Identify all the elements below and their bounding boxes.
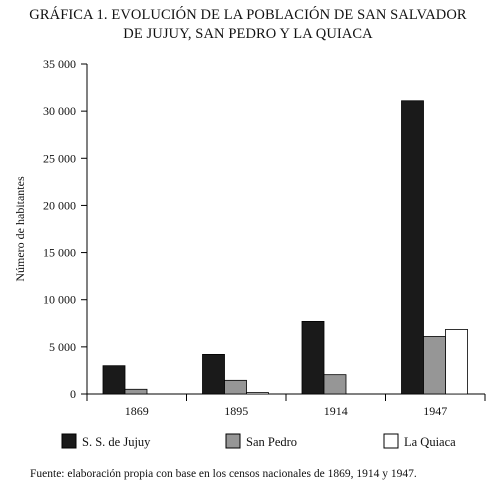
legend-swatch-1 xyxy=(61,433,77,449)
source-note: Fuente: elaboración propia con base en l… xyxy=(30,468,417,480)
y-axis-title: Número de habitantes xyxy=(13,176,27,282)
x-tick-label: 1869 xyxy=(125,404,149,418)
y-tick-label: 20 000 xyxy=(43,198,76,212)
bar-1947-series-3 xyxy=(445,329,468,395)
chart-title-line-2: DE JUJUY, SAN PEDRO Y LA QUIACA xyxy=(123,26,373,42)
y-tick-label: 15 000 xyxy=(43,246,76,260)
chart-title-line-1: GRÁFICA 1. EVOLUCIÓN DE LA POBLACIÓN DE … xyxy=(29,7,467,23)
legend-label-1: S. S. de Jujuy xyxy=(82,435,151,449)
x-tick-label: 1947 xyxy=(423,404,447,418)
y-tick-label: 10 000 xyxy=(43,293,76,307)
legend-swatch-3 xyxy=(383,433,399,449)
x-tick-label: 1895 xyxy=(224,404,248,418)
bar-1947-series-1 xyxy=(401,100,424,395)
bar-1895-series-3 xyxy=(246,392,269,395)
y-tick-label: 30 000 xyxy=(43,104,76,118)
bar-1869-series-2 xyxy=(124,388,148,395)
legend-label-2: San Pedro xyxy=(246,435,297,449)
legend-label-3: La Quiaca xyxy=(404,435,456,449)
bar-1914-series-1 xyxy=(301,320,325,395)
bar-1895-series-1 xyxy=(202,353,225,395)
bar-1869-series-1 xyxy=(102,365,126,395)
y-tick-label: 25 000 xyxy=(43,151,76,165)
y-tick-label: 0 xyxy=(70,387,76,401)
y-tick-label: 5 000 xyxy=(49,340,76,354)
bar-1947-series-2 xyxy=(423,336,446,395)
y-tick-label: 35 000 xyxy=(43,57,76,71)
bar-1914-series-2 xyxy=(323,374,347,395)
chart-title: GRÁFICA 1. EVOLUCIÓN DE LA POBLACIÓN DE … xyxy=(0,6,496,44)
legend-swatch-2 xyxy=(225,433,241,449)
x-tick-label: 1914 xyxy=(324,404,348,418)
bar-1895-series-2 xyxy=(224,379,247,395)
